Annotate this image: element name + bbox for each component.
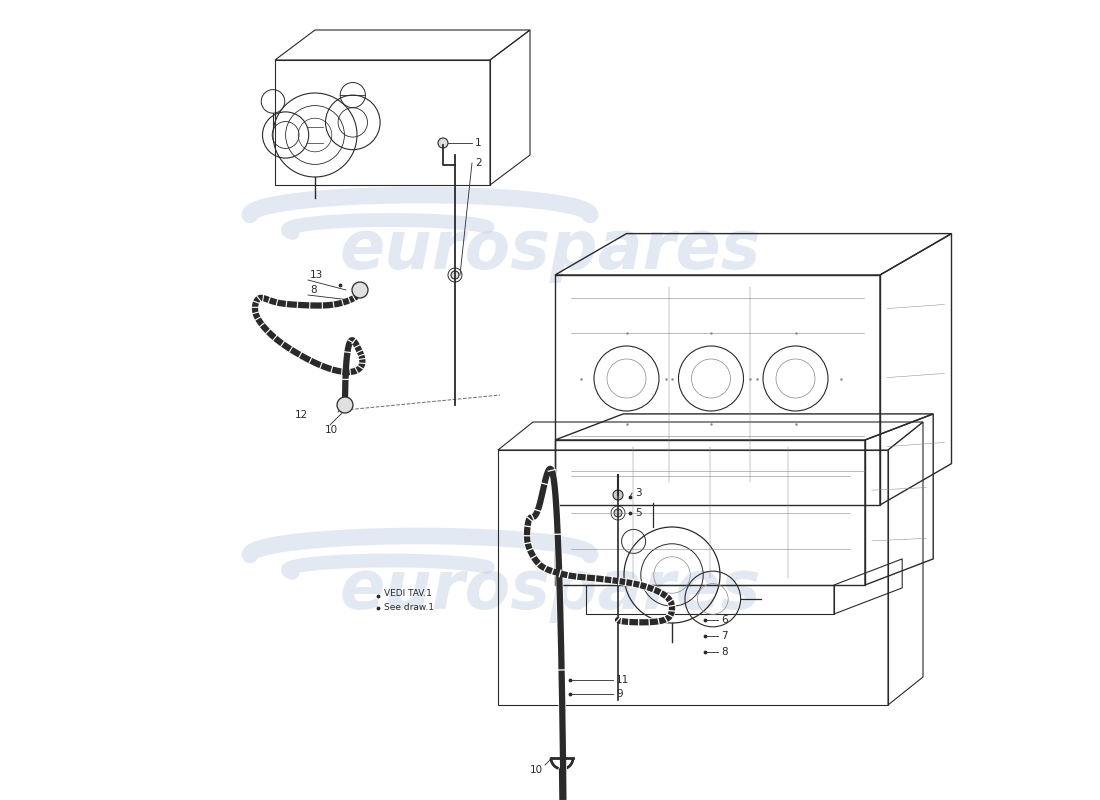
Text: 2: 2 (475, 158, 482, 168)
Circle shape (613, 490, 623, 500)
Circle shape (614, 509, 622, 517)
Text: eurospares: eurospares (339, 217, 761, 283)
Circle shape (451, 271, 459, 279)
Text: 10: 10 (324, 425, 338, 435)
Text: 1: 1 (475, 138, 482, 148)
Text: See draw.1: See draw.1 (384, 602, 434, 611)
Text: 7: 7 (720, 631, 727, 641)
Text: 13: 13 (310, 270, 323, 280)
Circle shape (337, 397, 353, 413)
Text: 11: 11 (616, 675, 629, 685)
Text: VEDI TAV.1: VEDI TAV.1 (384, 590, 432, 598)
Text: eurospares: eurospares (339, 557, 761, 623)
Text: 12: 12 (295, 410, 308, 420)
Text: 9: 9 (616, 689, 623, 699)
Text: 8: 8 (720, 647, 727, 657)
Circle shape (352, 282, 368, 298)
Text: 8: 8 (310, 285, 317, 295)
Text: 3: 3 (635, 488, 641, 498)
Text: 10: 10 (530, 765, 543, 775)
Circle shape (438, 138, 448, 148)
Text: 6: 6 (720, 615, 727, 625)
Text: 5: 5 (635, 508, 641, 518)
